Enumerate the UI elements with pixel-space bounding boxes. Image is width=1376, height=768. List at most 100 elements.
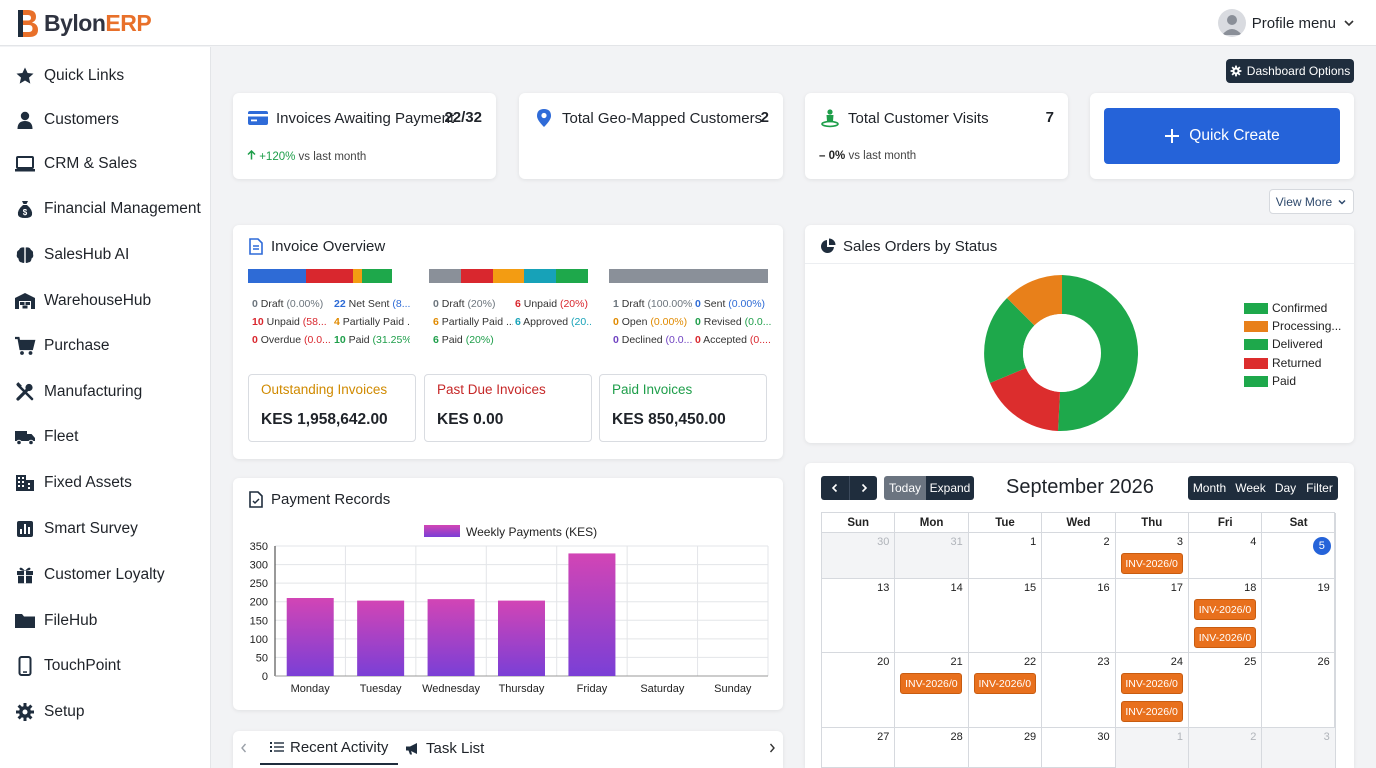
chart-bar[interactable]: [498, 600, 545, 676]
calendar-title: September 2026: [1006, 476, 1154, 498]
quick-create-button[interactable]: Quick Create: [1104, 108, 1340, 164]
calendar-day-cell[interactable]: 22 INV-2026/0: [968, 653, 1043, 728]
tab-label: Recent Activity: [290, 738, 389, 756]
chevron-right-icon[interactable]: [767, 742, 777, 754]
calendar-event[interactable]: INV-2026/0: [1120, 701, 1183, 722]
sidebar-item-touchpoint[interactable]: TouchPoint: [0, 649, 210, 683]
sidebar-item-quick-links[interactable]: Quick Links: [0, 59, 210, 93]
calendar-day-cell[interactable]: 21 INV-2026/0: [895, 653, 969, 728]
calendar-event[interactable]: INV-2026/0: [900, 673, 963, 694]
sidebar-item-customers[interactable]: Customers: [0, 103, 210, 137]
calendar-day-cell[interactable]: 1: [968, 533, 1043, 579]
calendar-day-cell[interactable]: 31: [895, 533, 969, 579]
sidebar-item-saleshub-ai[interactable]: SalesHub AI: [0, 238, 210, 272]
calendar-day-number: 26: [1317, 656, 1330, 668]
calendar-prev-button[interactable]: [821, 476, 849, 500]
sidebar-item-label: TouchPoint: [44, 657, 121, 674]
document-icon: [247, 237, 265, 255]
calendar-day-cell[interactable]: 26: [1262, 653, 1336, 728]
view-more-label: View More: [1275, 194, 1333, 209]
sidebar-item-smart-survey[interactable]: Smart Survey: [0, 512, 210, 546]
chevron-left-icon[interactable]: [239, 742, 249, 754]
view-more-button[interactable]: View More: [1269, 189, 1354, 214]
tab-recent-activity[interactable]: Recent Activity: [260, 731, 399, 765]
app-logo[interactable]: BylonERP: [16, 7, 152, 39]
stat-card-geo-mapped[interactable]: Total Geo-Mapped Customers 2: [519, 93, 783, 179]
chart-bar[interactable]: [568, 553, 616, 676]
stat-title: Invoices Awaiting Payment: [276, 109, 455, 127]
calendar-day-cell[interactable]: 3 INV-2026/0: [1115, 533, 1189, 579]
past-due-invoices-box[interactable]: Past Due Invoices KES 0.00: [424, 374, 592, 442]
calendar-day-cell[interactable]: 3: [1262, 728, 1336, 768]
stat-card-customer-visits[interactable]: Total Customer Visits 7 – 0% vs last mon…: [805, 93, 1068, 179]
calendar-event[interactable]: INV-2026/0: [1194, 627, 1256, 648]
status-bar-segment: [361, 269, 392, 283]
dashboard-options-button[interactable]: Dashboard Options: [1226, 59, 1354, 83]
calendar-event[interactable]: INV-2026/0: [1120, 553, 1183, 574]
sidebar-item-label: Fixed Assets: [44, 474, 132, 491]
profile-menu[interactable]: Profile menu: [1217, 8, 1356, 38]
calendar-event[interactable]: INV-2026/0: [1194, 599, 1256, 620]
chart-bar[interactable]: [286, 598, 334, 676]
calendar-next-button[interactable]: [849, 476, 877, 500]
mobile-icon: [14, 655, 36, 677]
calendar-day-cell[interactable]: 28: [895, 728, 969, 768]
sidebar-item-financial-management[interactable]: $ Financial Management: [0, 192, 210, 226]
calendar-day-cell[interactable]: 20: [822, 653, 896, 728]
donut-slice-processing: [1007, 275, 1062, 326]
sidebar-item-warehousehub[interactable]: WarehouseHub: [0, 284, 210, 318]
calendar-day-cell[interactable]: 1: [1115, 728, 1189, 768]
sidebar-item-label: WarehouseHub: [44, 292, 152, 309]
paid-invoices-box[interactable]: Paid Invoices KES 850,450.00: [599, 374, 767, 442]
stat-card-invoices-awaiting[interactable]: Invoices Awaiting Payment 22/32 +120% vs…: [233, 93, 496, 179]
calendar-view-week[interactable]: Week: [1231, 476, 1270, 500]
calendar-day-cell[interactable]: 4: [1189, 533, 1263, 579]
calendar-day-cell[interactable]: 14: [895, 579, 969, 653]
calendar-view-month[interactable]: Month: [1188, 476, 1231, 500]
sidebar-item-crm-sales[interactable]: CRM & Sales: [0, 147, 210, 181]
calendar-day-cell[interactable]: 15: [968, 579, 1043, 653]
y-tick-label: 200: [250, 597, 268, 609]
sidebar-item-purchase[interactable]: Purchase: [0, 329, 210, 363]
calendar-day-cell[interactable]: 25: [1189, 653, 1263, 728]
calendar-day-cell[interactable]: 19: [1262, 579, 1336, 653]
y-tick-label: 0: [262, 671, 268, 683]
outstanding-invoices-box[interactable]: Outstanding Invoices KES 1,958,642.00: [248, 374, 416, 442]
calendar-day-cell[interactable]: 23: [1042, 653, 1116, 728]
calendar-today-button[interactable]: Today: [884, 476, 926, 500]
sidebar-item-filehub[interactable]: FileHub: [0, 604, 210, 638]
calendar-day-cell[interactable]: 24 INV-2026/0 INV-2026/0: [1115, 653, 1189, 728]
calendar-day-cell[interactable]: 2: [1042, 533, 1116, 579]
calendar-day-cell[interactable]: 27: [822, 728, 896, 768]
calendar-view-day[interactable]: Day: [1270, 476, 1301, 500]
calendar-filter-button[interactable]: Filter: [1301, 476, 1338, 500]
sidebar-item-customer-loyalty[interactable]: Customer Loyalty: [0, 558, 210, 592]
tab-task-list[interactable]: Task List: [405, 731, 484, 765]
chart-bar[interactable]: [357, 600, 405, 676]
map-pin-icon: [533, 107, 555, 129]
calendar-event[interactable]: INV-2026/0: [973, 673, 1036, 694]
legend-label: Confirmed: [1272, 301, 1328, 315]
sales-orders-card: Sales Orders by Status: [805, 225, 1354, 443]
sidebar-item-manufacturing[interactable]: Manufacturing: [0, 375, 210, 409]
calendar-day-number: 27: [877, 731, 890, 743]
calendar-day-cell[interactable]: 16: [1042, 579, 1116, 653]
chart-bar[interactable]: [427, 599, 475, 676]
sidebar-item-setup[interactable]: Setup: [0, 695, 210, 729]
calendar-day-cell[interactable]: 30: [1042, 728, 1116, 768]
calendar-day-cell[interactable]: 18 INV-2026/0 INV-2026/0: [1189, 579, 1263, 653]
stat-title: Total Customer Visits: [848, 109, 989, 127]
calendar-day-cell[interactable]: 13: [822, 579, 896, 653]
calendar-day-cell[interactable]: 5: [1262, 533, 1336, 579]
status-bar-segment: [524, 269, 557, 283]
calendar-event[interactable]: INV-2026/0: [1120, 673, 1183, 694]
sidebar-item-fixed-assets[interactable]: Fixed Assets: [0, 466, 210, 500]
calendar-day-cell[interactable]: 17: [1115, 579, 1189, 653]
calendar-day-cell[interactable]: 2: [1189, 728, 1263, 768]
calendar-expand-button[interactable]: Expand: [926, 476, 974, 500]
calendar-day-cell[interactable]: 29: [969, 728, 1043, 768]
calendar-day-cell[interactable]: 30: [822, 533, 896, 579]
sidebar-item-label: Purchase: [44, 337, 110, 354]
sidebar-item-fleet[interactable]: Fleet: [0, 420, 210, 454]
tools-icon: [14, 381, 36, 403]
